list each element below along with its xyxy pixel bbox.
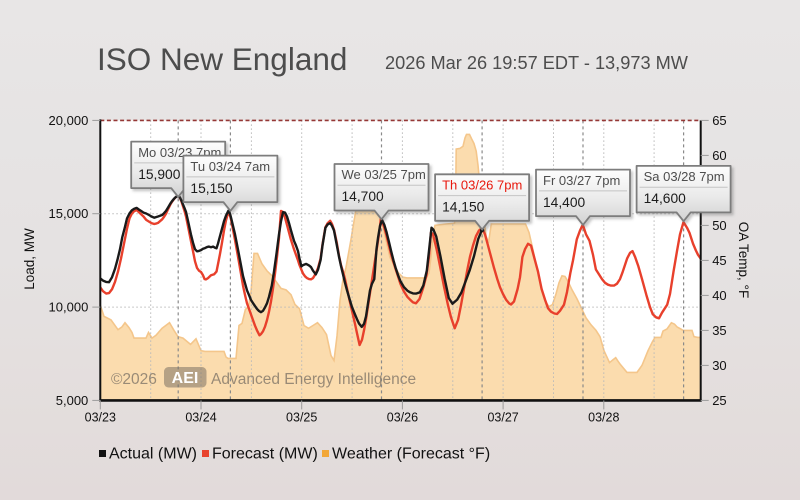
svg-text:Sa 03/28 7pm: Sa 03/28 7pm bbox=[644, 169, 725, 184]
svg-text:5,000: 5,000 bbox=[56, 393, 89, 408]
svg-text:Forecast (MW): Forecast (MW) bbox=[212, 446, 318, 463]
svg-text:©2026: ©2026 bbox=[111, 371, 157, 388]
svg-text:OA Temp, °F: OA Temp, °F bbox=[736, 222, 751, 298]
svg-text:50: 50 bbox=[712, 218, 726, 233]
svg-text:Advanced Energy Intelligence: Advanced Energy Intelligence bbox=[211, 371, 416, 388]
svg-text:03/25: 03/25 bbox=[286, 410, 317, 424]
svg-text:03/26: 03/26 bbox=[387, 410, 418, 424]
svg-text:We 03/25 7pm: We 03/25 7pm bbox=[342, 167, 426, 182]
svg-text:14,400: 14,400 bbox=[543, 195, 586, 210]
svg-text:40: 40 bbox=[712, 288, 726, 303]
svg-text:15,000: 15,000 bbox=[49, 206, 89, 221]
svg-text:14,700: 14,700 bbox=[342, 189, 385, 204]
svg-text:20,000: 20,000 bbox=[49, 113, 89, 128]
svg-text:15,150: 15,150 bbox=[190, 181, 233, 196]
svg-text:65: 65 bbox=[712, 113, 726, 128]
svg-text:14,600: 14,600 bbox=[644, 191, 687, 206]
svg-text:2026 Mar 26 19:57 EDT - 13,973: 2026 Mar 26 19:57 EDT - 13,973 MW bbox=[385, 53, 689, 73]
svg-text:Tu 03/24 7am: Tu 03/24 7am bbox=[190, 159, 270, 174]
svg-text:03/23: 03/23 bbox=[85, 410, 116, 424]
svg-text:03/28: 03/28 bbox=[588, 410, 619, 424]
svg-text:30: 30 bbox=[712, 358, 726, 373]
svg-text:Th 03/26 7pm: Th 03/26 7pm bbox=[442, 178, 522, 193]
svg-text:15,900: 15,900 bbox=[138, 167, 181, 182]
svg-text:45: 45 bbox=[712, 253, 726, 268]
svg-text:AEI: AEI bbox=[172, 370, 199, 387]
svg-text:Actual (MW): Actual (MW) bbox=[109, 446, 197, 463]
svg-text:25: 25 bbox=[712, 393, 726, 408]
svg-text:03/24: 03/24 bbox=[185, 410, 216, 424]
svg-text:Fr 03/27 7pm: Fr 03/27 7pm bbox=[543, 173, 620, 188]
svg-text:Weather (Forecast °F): Weather (Forecast °F) bbox=[332, 446, 490, 463]
svg-text:60: 60 bbox=[712, 148, 726, 163]
svg-text:10,000: 10,000 bbox=[49, 300, 89, 315]
svg-text:Load, MW: Load, MW bbox=[22, 228, 37, 290]
svg-text:ISO New England: ISO New England bbox=[97, 41, 347, 77]
svg-text:35: 35 bbox=[712, 323, 726, 338]
svg-text:14,150: 14,150 bbox=[442, 200, 485, 215]
svg-text:03/27: 03/27 bbox=[487, 410, 518, 424]
